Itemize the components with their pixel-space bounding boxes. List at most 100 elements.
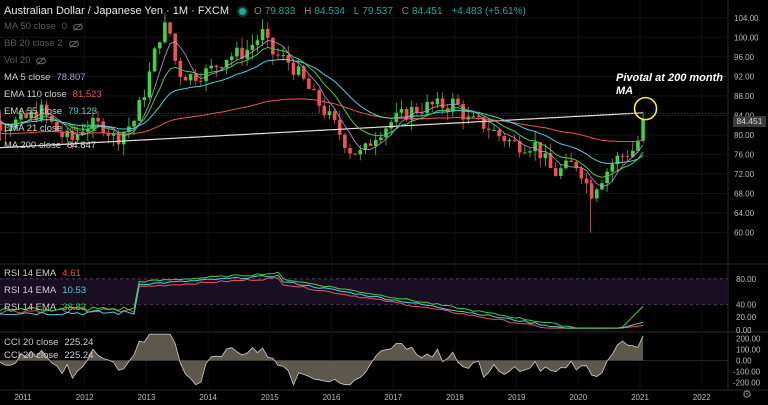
- candle-body: [111, 133, 116, 136]
- price-tick-label: 60.00: [734, 229, 755, 238]
- candle-body: [538, 142, 543, 159]
- candle-body: [142, 97, 147, 100]
- time-tick-label: 2022: [693, 393, 711, 402]
- rsi-legend-item[interactable]: RSI 14 EMA 10.53: [4, 285, 86, 296]
- legend-value: 225.24: [64, 337, 94, 348]
- eye-slash-icon[interactable]: [73, 23, 84, 31]
- legend-name: MA 50 close: [4, 21, 56, 32]
- candle-body: [404, 109, 409, 120]
- candle-body: [168, 22, 172, 34]
- candle-body: [430, 101, 435, 105]
- legend-item[interactable]: MA 200 close 84.647: [4, 140, 96, 151]
- candle-body: [286, 55, 291, 63]
- time-tick-label: 2017: [384, 393, 402, 402]
- candle-body: [461, 103, 465, 120]
- time-tick-label: 2014: [199, 393, 217, 402]
- time-tick-label: 2016: [323, 393, 341, 402]
- price-tick-label: 80.00: [734, 131, 755, 140]
- candle-body: [589, 183, 594, 199]
- candle-body: [85, 128, 90, 132]
- legend-item[interactable]: EMA 21 close 76.732: [4, 123, 97, 134]
- time-tick-label: 2021: [631, 393, 649, 402]
- cci-line: [0, 333, 644, 386]
- eye-slash-icon[interactable]: [68, 40, 79, 48]
- candle-body: [147, 71, 152, 98]
- price-tick-label: 104.00: [734, 14, 759, 23]
- rsi-tick-label: 80.00: [736, 275, 757, 284]
- candle-body: [188, 74, 193, 81]
- candle-body: [451, 98, 455, 112]
- legend-item[interactable]: BB 20 close 2: [4, 38, 79, 49]
- eye-slash-icon[interactable]: [36, 57, 47, 65]
- price-tick-label: 92.00: [734, 72, 755, 81]
- legend-name: RSI 14 EMA: [4, 302, 57, 313]
- candle-body: [157, 42, 162, 49]
- candle-body: [49, 115, 54, 122]
- candle-body: [96, 117, 100, 122]
- legend-item[interactable]: EMA 110 close 81.523: [4, 89, 102, 100]
- candle-body: [317, 90, 321, 106]
- last-price-badge: 84.451: [733, 116, 766, 127]
- candle-body: [353, 153, 357, 155]
- candle-body: [271, 37, 275, 55]
- candle-body: [528, 151, 532, 153]
- candle-body: [265, 29, 270, 38]
- candle-body: [389, 122, 393, 129]
- candle-body: [75, 134, 80, 140]
- time-tick-label: 2013: [138, 393, 156, 402]
- candle-body: [70, 130, 75, 140]
- legend-value: 78.807: [56, 72, 86, 83]
- price-tick-label: 72.00: [734, 170, 755, 179]
- candle-body: [199, 80, 203, 82]
- cci-area: [0, 334, 644, 385]
- time-tick-label: 2015: [261, 393, 279, 402]
- ma5-line: [0, 39, 644, 188]
- candle-body: [173, 33, 177, 61]
- cci-legend-item[interactable]: CCI 20 close 225.24: [4, 337, 93, 348]
- candle-body: [91, 117, 95, 129]
- candle-body: [584, 178, 589, 184]
- legend-item[interactable]: Vol 20: [4, 55, 47, 66]
- gear-icon[interactable]: ⚙: [742, 389, 752, 401]
- candle-body: [224, 59, 229, 68]
- legend-name: MA 200 close: [4, 140, 62, 151]
- candle-body: [281, 55, 285, 57]
- candle-body: [235, 47, 239, 57]
- ma200-line: [0, 112, 644, 149]
- candle-body: [435, 98, 440, 105]
- candle-body: [553, 168, 558, 176]
- candle-body: [65, 130, 70, 138]
- candle-body: [214, 65, 219, 68]
- candle-body: [343, 134, 347, 148]
- candle-body: [307, 78, 311, 89]
- candle-body: [44, 104, 49, 116]
- candle-body: [517, 141, 522, 153]
- candle-body: [34, 111, 39, 120]
- candle-body: [327, 111, 332, 116]
- candle-body: [487, 128, 491, 131]
- legend-value: 79.123: [68, 106, 98, 117]
- legend-item[interactable]: MA 5 close 78.807: [4, 72, 86, 83]
- cci-tick-label: -100.00: [733, 368, 761, 377]
- candle-body: [631, 150, 635, 157]
- candle-body: [0, 120, 3, 131]
- cci-legend-item[interactable]: CCI 20 close 225.24: [4, 350, 93, 361]
- price-tick-label: 64.00: [734, 209, 755, 218]
- cci-tick-label: 0.00: [736, 357, 752, 366]
- price-tick-label: 100.00: [734, 33, 759, 42]
- candle-body: [106, 132, 111, 136]
- candle-body: [368, 143, 373, 146]
- price-tick-label: 68.00: [734, 190, 755, 199]
- candle-body: [358, 149, 363, 155]
- candle-body: [348, 147, 352, 154]
- rsi-legend-item[interactable]: RSI 14 EMA 38.83: [4, 302, 86, 313]
- legend-value: 225.24: [64, 350, 94, 361]
- rsi-legend-item[interactable]: RSI 14 EMA 4.61: [4, 268, 81, 279]
- legend-item[interactable]: EMA 55 close 79.123: [4, 106, 97, 117]
- rsi-tick-label: 0.00: [736, 326, 752, 335]
- candle-body: [620, 155, 625, 157]
- legend-item[interactable]: MA 50 close 0: [4, 21, 84, 32]
- candle-body: [219, 67, 224, 69]
- candle-body: [29, 111, 34, 118]
